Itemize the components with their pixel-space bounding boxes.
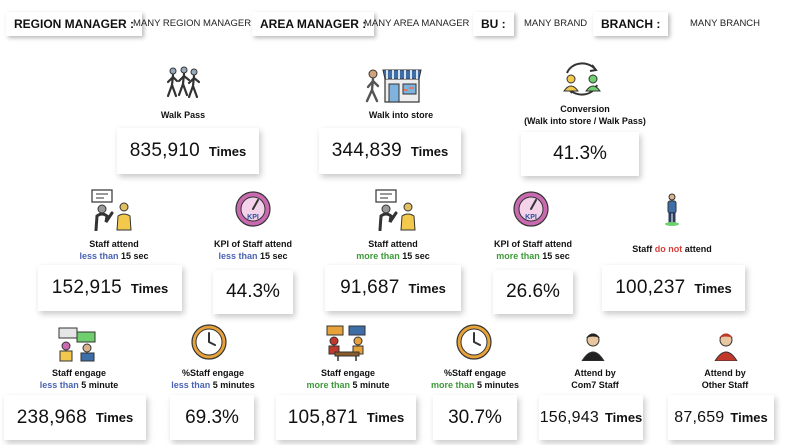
kpi-less-value: 44.3%	[226, 281, 280, 302]
other-staff-icon	[713, 331, 739, 361]
staff-engage-less-value: 238,968	[16, 406, 87, 428]
staff-engage-more-title: Staff engage	[320, 368, 375, 378]
kpi-more-sub: more than 15 sec	[496, 251, 570, 261]
bu-label: BU :	[473, 12, 514, 36]
attend-com7-sub: Com7 Staff	[571, 380, 619, 390]
bu-filter[interactable]: MANY BRAND	[524, 18, 588, 29]
staff-attend-icon	[374, 189, 420, 231]
kpi-gauge-icon: KPI	[512, 190, 550, 228]
kpi-icon-text: KPI	[525, 214, 537, 221]
walk-into-store-value: 344,839	[331, 140, 402, 161]
unit-label: Times	[604, 410, 643, 425]
pct-engage-less-value: 69.3%	[185, 406, 239, 428]
region-manager-label: REGION MANAGER :	[6, 12, 142, 36]
unit-label: Times	[366, 410, 405, 425]
staff-attend-icon	[90, 189, 136, 231]
clock-icon	[190, 323, 228, 361]
staff-attend-less-title: Staff attend	[89, 239, 139, 249]
unit-label: Times	[408, 280, 446, 296]
area-manager-filter[interactable]: MANY AREA MANAGER	[364, 18, 470, 29]
unit-label: Times	[730, 410, 768, 425]
staff-engage-less-title: Staff engage	[51, 368, 106, 378]
pct-engage-less-card: 69.3%	[170, 395, 254, 440]
pct-engage-more-title: %Staff engage	[443, 368, 506, 378]
walk-into-store-title: Walk into store	[368, 110, 434, 120]
conversion-title: Conversion	[560, 104, 610, 114]
com7-staff-icon	[580, 331, 606, 361]
clock-icon	[455, 323, 493, 361]
standing-person-icon	[664, 193, 680, 227]
pct-engage-more-value: 30.7%	[448, 406, 502, 428]
unit-label: Times	[95, 410, 134, 425]
kpi-less-sub: less than 15 sec	[218, 251, 288, 261]
pct-engage-less-title: %Staff engage	[181, 368, 244, 378]
staff-attend-more-title: Staff attend	[368, 239, 418, 249]
unit-label: Times	[410, 143, 449, 159]
staff-engage-more-card: 105,871 Times	[276, 395, 416, 440]
attend-other-card: 87,659 Times	[668, 395, 774, 440]
kpi-more-value: 26.6%	[506, 281, 560, 302]
staff-engage-less-card: 238,968 Times	[4, 395, 146, 440]
staff-not-attend-title: Staff do not attend	[632, 244, 712, 254]
staff-engage-more-value: 105,871	[287, 406, 358, 428]
branch-filter[interactable]: MANY BRANCH	[690, 18, 761, 29]
branch-label: BRANCH :	[593, 12, 669, 36]
kpi-gauge-icon: KPI	[234, 190, 272, 228]
staff-attend-more-sub: more than 15 sec	[356, 251, 430, 261]
pct-engage-less-sub: less than 5 minutes	[171, 380, 255, 390]
area-manager-label: AREA MANAGER :	[252, 12, 375, 36]
kpi-less-card: 44.3%	[213, 270, 293, 314]
staff-attend-less-card: 152,915 Times	[38, 265, 182, 311]
conversion-icon	[561, 61, 603, 97]
kpi-more-card: 26.6%	[493, 270, 573, 314]
attend-com7-title: Attend by	[574, 368, 616, 378]
region-manager-filter[interactable]: MANY REGION MANAGER	[133, 18, 252, 29]
walk-into-store-card: 344,839 Times	[319, 128, 461, 174]
staff-attend-less-value: 152,915	[51, 277, 122, 298]
kpi-less-title: KPI of Staff attend	[214, 239, 292, 249]
pct-engage-more-card: 30.7%	[433, 395, 517, 440]
staff-attend-less-sub: less than 15 sec	[79, 251, 149, 261]
conversion-value: 41.3%	[553, 143, 607, 164]
kpi-icon-text: KPI	[247, 214, 259, 221]
unit-label: Times	[208, 143, 247, 159]
chat-people-icon	[57, 326, 97, 362]
unit-label: Times	[130, 280, 169, 296]
pct-engage-more-sub: more than 5 minutes	[430, 380, 520, 390]
attend-com7-value: 156,943	[539, 408, 599, 426]
attend-other-value: 87,659	[674, 408, 725, 426]
staff-attend-more-card: 91,687 Times	[325, 265, 461, 311]
walk-pass-card: 835,910 Times	[117, 128, 259, 174]
meeting-icon	[325, 324, 369, 362]
walk-pass-title: Walk Pass	[160, 110, 206, 120]
store-icon	[363, 64, 423, 104]
conversion-subtitle: (Walk into store / Walk Pass)	[524, 116, 646, 126]
walk-pass-icon	[164, 66, 202, 100]
staff-not-attend-value: 100,237	[615, 277, 686, 298]
attend-other-sub: Other Staff	[701, 380, 749, 390]
attend-com7-card: 156,943 Times	[539, 395, 643, 440]
walk-pass-value: 835,910	[129, 140, 200, 161]
conversion-card: 41.3%	[521, 132, 639, 176]
kpi-more-title: KPI of Staff attend	[494, 239, 572, 249]
staff-not-attend-card: 100,237 Times	[602, 265, 745, 311]
unit-label: Times	[694, 280, 732, 296]
staff-engage-less-sub: less than 5 minute	[39, 380, 119, 390]
attend-other-title: Attend by	[704, 368, 746, 378]
staff-engage-more-sub: more than 5 minute	[306, 380, 390, 390]
staff-attend-more-value: 91,687	[340, 277, 400, 298]
